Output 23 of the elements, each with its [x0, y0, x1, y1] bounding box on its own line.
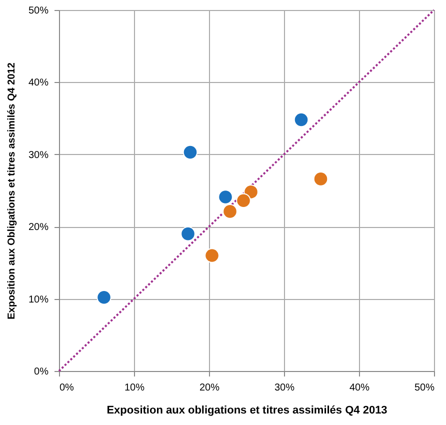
- point: [180, 226, 196, 242]
- y-axis-title: Exposition aux Obligations et titres assimilés Q4 2012: [6, 62, 18, 320]
- point: [222, 204, 238, 219]
- point: [204, 248, 220, 263]
- y-tick-label: 10%: [28, 294, 49, 306]
- point: [96, 290, 112, 305]
- point: [236, 193, 251, 208]
- point: [218, 190, 233, 204]
- point: [294, 112, 309, 128]
- x-tick-label: 20%: [199, 382, 220, 394]
- y-tick-label: 40%: [28, 78, 49, 89]
- x-tick-label: 40%: [349, 382, 370, 394]
- y-tick-label: 20%: [28, 222, 49, 234]
- x-tick-label: 0%: [60, 382, 74, 394]
- point: [313, 172, 328, 186]
- y-tick-label: 50%: [28, 6, 49, 16]
- y-tick-label: 30%: [28, 150, 49, 161]
- x-axis-title: Exposition aux obligations et titres assimilés Q4 2013: [106, 404, 388, 416]
- y-tick-label: 0%: [34, 366, 49, 378]
- x-tick-label: 30%: [274, 382, 295, 394]
- x-tick-label: 10%: [124, 382, 145, 394]
- x-tick-label: 50%: [414, 382, 435, 394]
- point: [182, 144, 198, 160]
